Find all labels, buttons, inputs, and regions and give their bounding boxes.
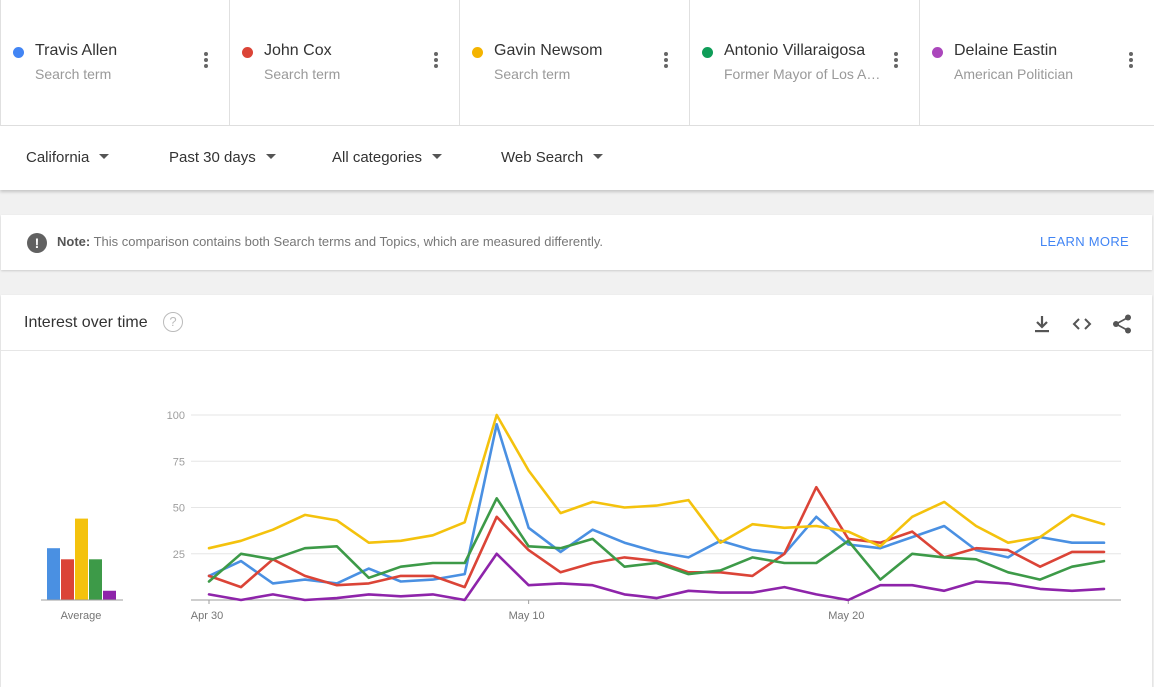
- term-card-gavin-newsom[interactable]: Gavin Newsom Search term: [460, 0, 690, 126]
- average-bar-delaine-eastin: [103, 590, 116, 600]
- term-name: Delaine Eastin: [954, 42, 1058, 59]
- more-vert-icon[interactable]: [893, 52, 899, 70]
- term-type: Search term: [264, 66, 341, 82]
- term-card-john-cox[interactable]: John Cox Search term: [230, 0, 460, 126]
- time-range-label: Past 30 days: [169, 149, 256, 166]
- note-label: Note:: [57, 234, 91, 249]
- info-icon: !: [27, 233, 47, 253]
- region-label: California: [26, 149, 90, 166]
- term-name: Antonio Villaraigosa: [724, 42, 866, 59]
- note-body: This comparison contains both Search ter…: [90, 234, 604, 249]
- average-label: Average: [61, 610, 102, 622]
- note-text: Note: This comparison contains both Sear…: [57, 234, 603, 249]
- y-tick-label: 100: [167, 410, 185, 422]
- series-color-dot: [932, 47, 943, 58]
- series-line-travis-allen: [207, 423, 1106, 585]
- search-type-dropdown[interactable]: Web Search: [501, 149, 604, 166]
- term-card-delaine-eastin[interactable]: Delaine Eastin American Politician: [920, 0, 1154, 126]
- series-line-john-cox: [207, 485, 1106, 589]
- term-card-antonio-villaraigosa[interactable]: Antonio Villaraigosa Former Mayor of Los…: [690, 0, 920, 126]
- embed-code-icon[interactable]: [1071, 313, 1093, 335]
- average-bar-antonio-villaraigosa: [89, 559, 102, 600]
- x-tick-label: May 20: [828, 610, 864, 622]
- x-tick-label: May 10: [509, 610, 545, 622]
- series-color-dot: [242, 47, 253, 58]
- search-type-label: Web Search: [501, 149, 584, 166]
- learn-more-link[interactable]: LEARN MORE: [1040, 234, 1129, 249]
- y-tick-label: 25: [173, 549, 185, 561]
- card-header: Interest over time ?: [1, 295, 1152, 351]
- series-color-dot: [472, 47, 483, 58]
- y-tick-label: 50: [173, 503, 185, 515]
- average-bar-gavin-newsom: [75, 518, 88, 600]
- time-range-dropdown[interactable]: Past 30 days: [169, 149, 276, 166]
- series-color-dot: [13, 47, 24, 58]
- interest-over-time-chart: 25 50 75 100 Apr 30 May 10 May 20 Average: [41, 410, 1121, 622]
- region-dropdown[interactable]: California: [26, 149, 110, 166]
- term-name: Gavin Newsom: [494, 42, 603, 59]
- series-line-delaine-eastin: [207, 552, 1106, 602]
- term-card-travis-allen[interactable]: Travis Allen Search term: [0, 0, 230, 126]
- share-icon[interactable]: [1111, 313, 1133, 335]
- more-vert-icon[interactable]: [1128, 52, 1134, 70]
- term-type: Search term: [35, 66, 112, 82]
- average-bar-john-cox: [61, 559, 74, 600]
- caret-down-icon: [265, 153, 276, 159]
- category-label: All categories: [332, 149, 423, 166]
- caret-down-icon: [432, 153, 443, 159]
- x-tick-label: Apr 30: [191, 610, 223, 622]
- term-cards: Travis Allen Search term John Cox Search…: [0, 0, 1154, 126]
- term-type: Search term: [494, 66, 571, 82]
- series-line-gavin-newsom: [207, 413, 1106, 550]
- more-vert-icon[interactable]: [433, 52, 439, 70]
- term-name: John Cox: [264, 42, 332, 59]
- term-name: Travis Allen: [35, 42, 118, 59]
- more-vert-icon[interactable]: [663, 52, 669, 70]
- comparison-note: ! Note: This comparison contains both Se…: [1, 215, 1152, 270]
- filter-bar: California Past 30 days All categories W…: [0, 126, 1154, 190]
- caret-down-icon: [593, 153, 604, 159]
- help-icon[interactable]: ?: [163, 312, 183, 332]
- series-line-antonio-villaraigosa: [207, 497, 1106, 583]
- category-dropdown[interactable]: All categories: [332, 149, 443, 166]
- caret-down-icon: [99, 153, 110, 159]
- average-bar-travis-allen: [47, 548, 60, 600]
- card-title: Interest over time: [24, 314, 148, 331]
- download-icon[interactable]: [1031, 313, 1053, 335]
- term-type: Former Mayor of Los Angeles: [724, 66, 884, 82]
- more-vert-icon[interactable]: [203, 52, 209, 70]
- y-tick-label: 75: [173, 456, 185, 468]
- term-type: American Politician: [954, 66, 1074, 82]
- interest-over-time-card: 25 50 75 100 Apr 30 May 10 May 20 Average Inter…: [1, 295, 1152, 687]
- series-color-dot: [702, 47, 713, 58]
